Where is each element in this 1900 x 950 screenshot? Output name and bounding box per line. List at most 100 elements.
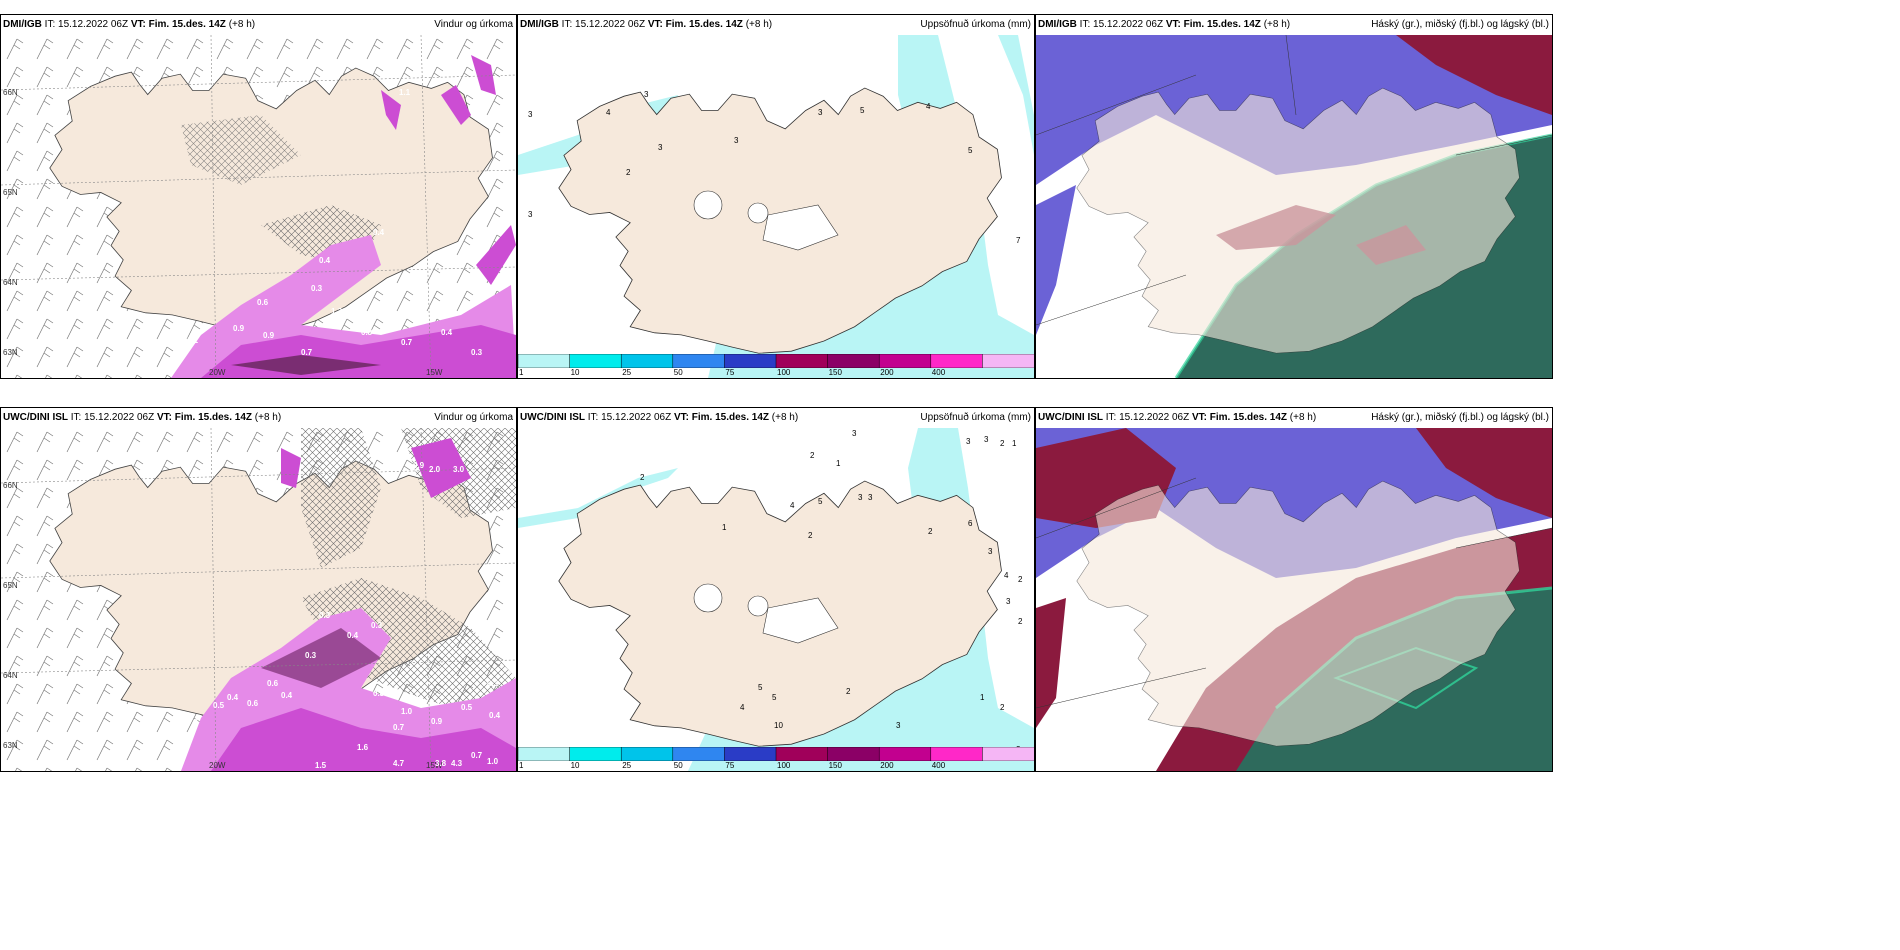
precip-value: 5: [968, 146, 973, 155]
lat-label: 65N: [3, 581, 18, 590]
colorbar-tick-label: 50: [673, 368, 683, 377]
colorbar-tick-label: 25: [622, 761, 632, 770]
precip-value: 1.1: [187, 336, 199, 345]
colorbar-ticks: 1 10 25 50 75 100 150 200 400: [518, 761, 1034, 771]
init-time: 15.12.2022 06Z: [575, 19, 646, 30]
product-title: Vindur og úrkoma: [434, 412, 513, 423]
lead-time: (+8 h): [228, 19, 256, 30]
precip-value: 3: [966, 437, 971, 446]
precip-value: 3: [1006, 597, 1011, 606]
precip-value: 3.0: [453, 465, 465, 474]
lat-label: 65N: [3, 188, 18, 197]
it-label: IT:: [44, 19, 56, 30]
colorbar-tick-label: 150: [828, 368, 842, 377]
colorbar-swatch: [930, 746, 984, 762]
init-time: 15.12.2022 06Z: [1093, 19, 1164, 30]
precip-value: 0.4: [373, 228, 385, 237]
panel-header: UWC/DINI ISL IT: 15.12.2022 06Z VT: Fim.…: [1, 408, 516, 428]
colorbar-swatch: [620, 746, 674, 762]
precip-value: 0.4: [489, 711, 501, 720]
map-area: 3 2 1 3 3 2 1 2 4 5 2 3 4 5 5 10 3 3 2 2: [518, 428, 1034, 771]
precip-value: 0.3: [373, 689, 385, 698]
precip-value: 0.4: [227, 693, 239, 702]
init-time: 15.12.2022 06Z: [84, 412, 155, 423]
precip-value: 0.9: [431, 717, 443, 726]
precip-value: 5: [758, 683, 763, 692]
precip-value: 4.3: [451, 759, 463, 768]
lead-time: (+8 h): [745, 19, 773, 30]
precip-value: 3: [658, 143, 663, 152]
precip-value: 2: [626, 168, 631, 177]
colorbar-swatch: [775, 746, 829, 762]
lead-time: (+8 h): [254, 412, 282, 423]
colorbar-tick-label: 100: [777, 368, 791, 377]
map-area: 66N 65N 64N 63N 20W 15W 1.1 0.4 0.3 0.6 …: [1, 35, 516, 378]
it-label: IT:: [1079, 19, 1091, 30]
lat-label: 64N: [3, 278, 18, 287]
precip-value: 1.0: [487, 757, 499, 766]
valid-time: Fim. 15.des. 14Z: [691, 412, 770, 423]
precip-value: 1.6: [357, 743, 369, 752]
colorbar-swatch: [724, 353, 777, 369]
colorbar-tick-label: 200: [880, 761, 894, 770]
init-time: 15.12.2022 06Z: [1119, 412, 1190, 423]
panel-dmi-accumulated-precip: DMI/IGB IT: 15.12.2022 06Z VT: Fim. 15.d…: [517, 14, 1035, 379]
colorbar-swatch: [672, 746, 726, 762]
precip-value: 0.3: [311, 284, 323, 293]
colorbar-tick-label: 1: [519, 761, 524, 770]
product-title: Uppsöfnuð úrkoma (mm): [920, 412, 1031, 423]
colorbar-swatch: [518, 746, 571, 762]
precip-value: 2: [846, 687, 851, 696]
precip-value: 4: [790, 501, 795, 510]
lon-label: 20W: [209, 368, 226, 377]
precip-value: 4: [740, 703, 745, 712]
precip-value: 10: [774, 721, 783, 730]
precip-value: 4.7: [393, 759, 405, 768]
precip-value: 0.4: [187, 717, 199, 726]
colorbar-swatch: [569, 353, 622, 369]
precip-value: 5: [860, 106, 865, 115]
product-title: Vindur og úrkoma: [434, 19, 513, 30]
colorbar-tick-label: 150: [828, 761, 842, 770]
precip-value: 0.6: [257, 298, 269, 307]
valid-time: Fim. 15.des. 14Z: [1183, 19, 1261, 30]
colorbar-swatch: [620, 353, 674, 369]
panel-header: DMI/IGB IT: 15.12.2022 06Z VT: Fim. 15.d…: [518, 15, 1034, 35]
map-area: [1036, 428, 1552, 771]
map-area: 3 3 3 4 2 3 3 5 4 5 7 3 5: [518, 35, 1034, 378]
precip-value: 0.6: [247, 699, 259, 708]
precip-value: 2: [1000, 703, 1005, 712]
precip-value: 1.5: [315, 761, 327, 770]
model-name: DMI/IGB: [520, 19, 559, 30]
precip-value: 0.7: [393, 723, 405, 732]
lat-label: 66N: [3, 88, 18, 97]
lon-label: 20W: [209, 761, 226, 770]
colorbar-swatch: [982, 353, 1034, 369]
precip-value: 1.3: [331, 307, 343, 316]
init-time: 15.12.2022 06Z: [601, 412, 672, 423]
colorbar-swatch: [827, 353, 880, 369]
precip-value: 0.3: [487, 679, 499, 688]
precip-value: 0.4: [281, 691, 293, 700]
precip-value: 3: [852, 429, 857, 438]
panel-header: UWC/DINI ISL IT: 15.12.2022 06Z VT: Fim.…: [1036, 408, 1552, 428]
model-name: UWC/DINI ISL: [520, 412, 585, 423]
lat-label: 66N: [3, 481, 18, 490]
precip-value: 0.3: [471, 348, 483, 357]
precip-value: 3: [644, 90, 649, 99]
panel-dmi-clouds: DMI/IGB IT: 15.12.2022 06Z VT: Fim. 15.d…: [1035, 14, 1553, 379]
init-time: 15.12.2022 06Z: [58, 19, 129, 30]
precip-value: 0.9: [413, 461, 425, 470]
colorbar-tick-label: 400: [931, 761, 946, 770]
colorbar-tick-label: 75: [725, 368, 735, 377]
map-area: 66N 65N 64N 63N 20W 15W 0.9 2.0 3.0 0.3 …: [1, 428, 516, 771]
colorbar-swatch: [930, 353, 984, 369]
lon-label: 15W: [426, 761, 443, 770]
precip-value: 3: [528, 210, 533, 219]
it-label: IT:: [587, 412, 599, 423]
colorbar-tick-label: 50: [673, 761, 683, 770]
precip-value: 0.5: [461, 703, 473, 712]
precip-value: 0.7: [301, 348, 313, 357]
valid-time: Fim. 15.des. 14Z: [174, 412, 253, 423]
vt-label: VT:: [130, 19, 146, 30]
